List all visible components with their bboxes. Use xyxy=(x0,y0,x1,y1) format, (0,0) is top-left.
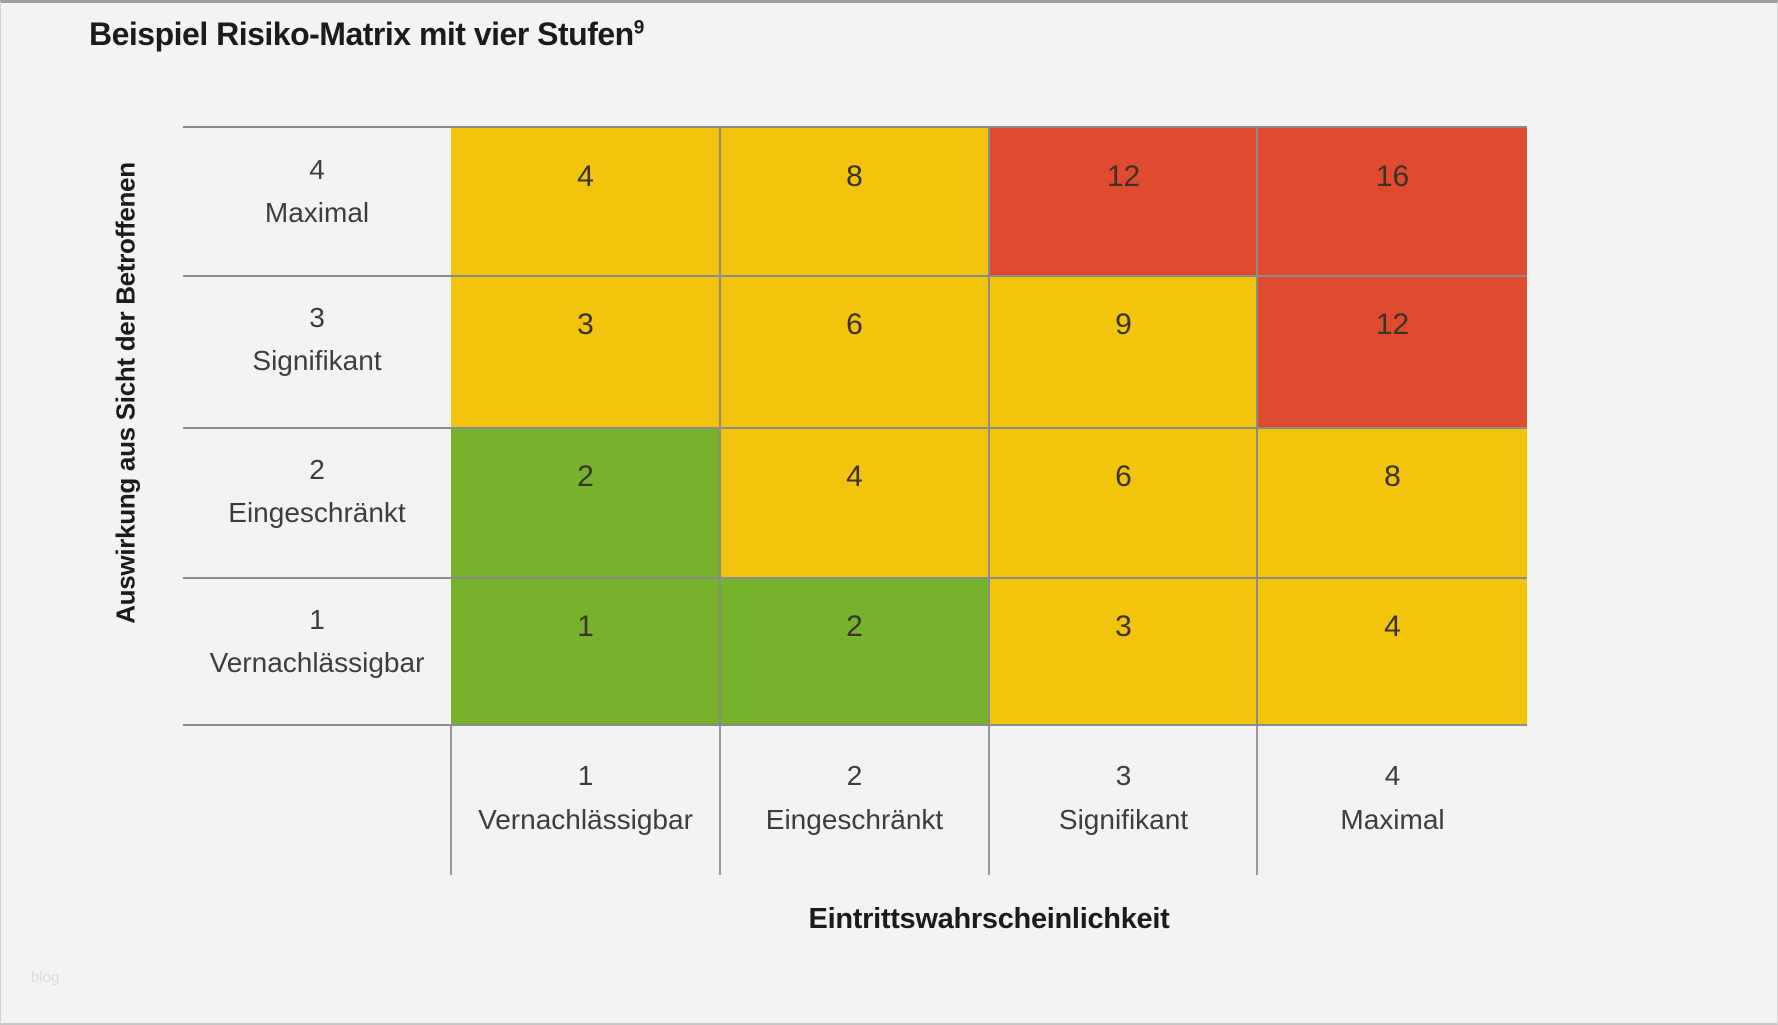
col-header-1-vernachlaessigbar: 1 Vernachlässigbar xyxy=(451,726,720,876)
header-separator-3 xyxy=(1256,726,1258,875)
row-label-name: Eingeschränkt xyxy=(228,497,406,528)
row-label-4-maximal: 4 Maximal xyxy=(183,128,451,276)
col-header-value: 2 xyxy=(846,760,863,791)
col-header-name: Signifikant xyxy=(1058,804,1189,835)
col-header-name: Vernachlässigbar xyxy=(478,804,693,835)
y-axis-label: Auswirkung aus Sicht der Betroffenen xyxy=(110,162,141,624)
col-header-value: 3 xyxy=(1115,760,1132,791)
risk-cell-r1c4: 4 xyxy=(1258,578,1527,726)
risk-cell-r4c1: 4 xyxy=(451,128,720,276)
col-header-name: Eingeschränkt xyxy=(765,804,944,835)
grid-line-horizontal-top xyxy=(183,126,1527,128)
col-header-4-maximal: 4 Maximal xyxy=(1258,726,1527,876)
risk-cell-r4c2: 8 xyxy=(720,128,989,276)
risk-cell-r4c3: 12 xyxy=(989,128,1258,276)
col-header-2-eingeschraenkt: 2 Eingeschränkt xyxy=(720,726,989,876)
grid-line-horizontal-1 xyxy=(183,275,1527,277)
risk-cell-r1c1: 1 xyxy=(451,578,720,726)
row-label-value: 3 xyxy=(309,302,325,333)
col-header-value: 4 xyxy=(1384,760,1401,791)
risk-cell-r2c3: 6 xyxy=(989,428,1258,578)
row-label-name: Signifikant xyxy=(252,345,382,376)
header-separator-0 xyxy=(450,726,452,875)
risk-cell-r2c2: 4 xyxy=(720,428,989,578)
risk-cell-r4c4: 16 xyxy=(1258,128,1527,276)
risk-cell-r3c3: 9 xyxy=(989,276,1258,428)
grid-line-vertical-2 xyxy=(988,126,990,726)
risk-cell-r3c1: 3 xyxy=(451,276,720,428)
row-label-3-signifikant: 3 Signifikant xyxy=(183,276,451,428)
row-label-1-vernachlaessigbar: 1 Vernachlässigbar xyxy=(183,578,451,726)
grid-line-horizontal-bottom xyxy=(183,724,1527,726)
grid-line-vertical-3 xyxy=(1256,126,1258,726)
row-label-2-eingeschraenkt: 2 Eingeschränkt xyxy=(183,428,451,578)
risk-matrix-grid: 4 Maximal 4 8 12 16 3 Signifikant 3 6 9 … xyxy=(183,128,1527,876)
risk-cell-r2c4: 8 xyxy=(1258,428,1527,578)
page-title-text: Beispiel Risiko-Matrix mit vier Stufen xyxy=(89,16,634,52)
row-label-name: Maximal xyxy=(264,197,370,228)
col-header-value: 1 xyxy=(577,760,594,791)
grid-line-horizontal-2 xyxy=(183,427,1527,429)
header-separator-2 xyxy=(988,726,990,875)
header-separator-1 xyxy=(719,726,721,875)
risk-cell-r2c1: 2 xyxy=(451,428,720,578)
watermark-text: blog xyxy=(31,969,60,986)
row-label-value: 4 xyxy=(309,154,325,185)
grid-line-vertical-1 xyxy=(719,126,721,726)
row-label-name: Vernachlässigbar xyxy=(209,647,425,678)
col-header-name: Maximal xyxy=(1340,804,1445,835)
row-label-value: 2 xyxy=(309,454,325,485)
grid-line-horizontal-3 xyxy=(183,577,1527,579)
x-axis-label: Eintrittswahrscheinlichkeit xyxy=(808,903,1170,935)
risk-cell-r3c4: 12 xyxy=(1258,276,1527,428)
risk-cell-r1c3: 3 xyxy=(989,578,1258,726)
risk-cell-r1c2: 2 xyxy=(720,578,989,726)
footnote-superscript: 9 xyxy=(633,17,645,39)
col-header-3-signifikant: 3 Signifikant xyxy=(989,726,1258,876)
row-label-value: 1 xyxy=(309,604,325,635)
page-title: Beispiel Risiko-Matrix mit vier Stufen9 xyxy=(89,16,644,53)
risk-cell-r3c2: 6 xyxy=(720,276,989,428)
